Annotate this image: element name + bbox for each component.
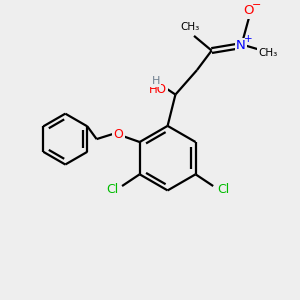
Text: CH₃: CH₃: [181, 22, 200, 32]
Text: N: N: [236, 39, 246, 52]
Text: Cl: Cl: [217, 184, 229, 196]
Text: H: H: [152, 76, 160, 86]
Text: −: −: [252, 0, 261, 10]
Text: Cl: Cl: [106, 184, 118, 196]
Text: O: O: [244, 4, 254, 17]
Text: HO: HO: [149, 83, 167, 96]
Text: +: +: [244, 34, 252, 44]
Text: CH₃: CH₃: [259, 49, 278, 58]
Text: O: O: [113, 128, 123, 141]
